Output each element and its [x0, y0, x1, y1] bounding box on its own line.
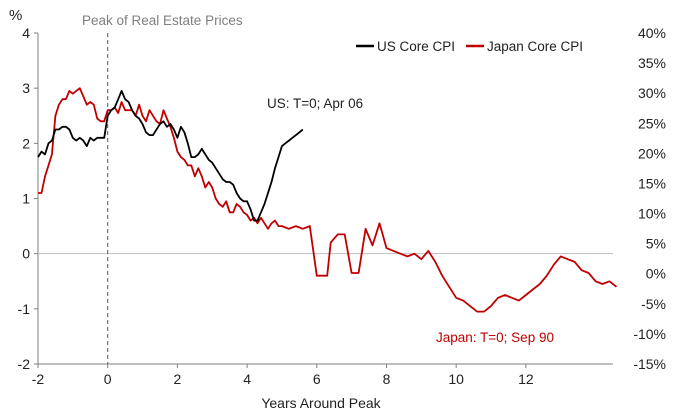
x-tick-label: 0 [104, 371, 112, 387]
x-ticks: -2 0 2 4 6 8 10 12 [32, 364, 534, 387]
legend: US Core CPI Japan Core CPI [356, 39, 583, 54]
right-y-ticks: 40% 35% 30% 25% 20% 15% 10% 5% 0% -5% -10% -15% [633, 25, 666, 372]
us-core-cpi-line [37, 90, 304, 222]
right-y-tick-label: 25% [638, 115, 666, 131]
x-tick-label: 10 [448, 371, 464, 387]
japan-annotation: Japan: T=0; Sep 90 [436, 330, 554, 345]
x-tick-label: 4 [243, 371, 251, 387]
left-y-tick-label: 2 [22, 135, 30, 151]
x-axis-label: Years Around Peak [261, 395, 381, 411]
right-y-tick-label: 20% [638, 145, 666, 161]
x-tick-label: 12 [518, 371, 534, 387]
peak-line-label: Peak of Real Estate Prices [82, 13, 243, 28]
legend-label-us: US Core CPI [377, 39, 455, 54]
y-axis-label: % [9, 7, 22, 24]
left-y-tick-label: 4 [22, 25, 30, 41]
right-y-tick-label: 0% [646, 266, 666, 282]
plot-area [37, 33, 613, 365]
right-y-tick-label: 40% [638, 25, 666, 41]
right-y-tick-label: -10% [633, 326, 666, 342]
right-y-tick-label: -5% [641, 296, 666, 312]
left-y-tick-label: 1 [22, 191, 30, 207]
series-layer [37, 87, 618, 313]
right-y-tick-label: 30% [638, 85, 666, 101]
left-y-tick-label: 3 [22, 80, 30, 96]
x-tick-label: 6 [313, 371, 321, 387]
left-y-tick-label: -2 [18, 356, 31, 372]
left-y-tick-label: -1 [18, 301, 31, 317]
x-tick-label: -2 [32, 371, 45, 387]
left-y-ticks: 4 3 2 1 0 -1 -2 [18, 25, 38, 372]
right-y-tick-label: -15% [633, 356, 666, 372]
left-y-tick-label: 0 [22, 246, 30, 262]
us-annotation: US: T=0; Apr 06 [267, 96, 363, 111]
x-tick-label: 2 [173, 371, 181, 387]
right-y-tick-label: 15% [638, 175, 666, 191]
japan-core-cpi-line [38, 87, 618, 313]
right-y-tick-label: 35% [638, 55, 666, 71]
legend-label-japan: Japan Core CPI [487, 39, 583, 54]
right-y-tick-label: 5% [646, 236, 666, 252]
right-y-tick-label: 10% [638, 206, 666, 222]
x-tick-label: 8 [383, 371, 391, 387]
